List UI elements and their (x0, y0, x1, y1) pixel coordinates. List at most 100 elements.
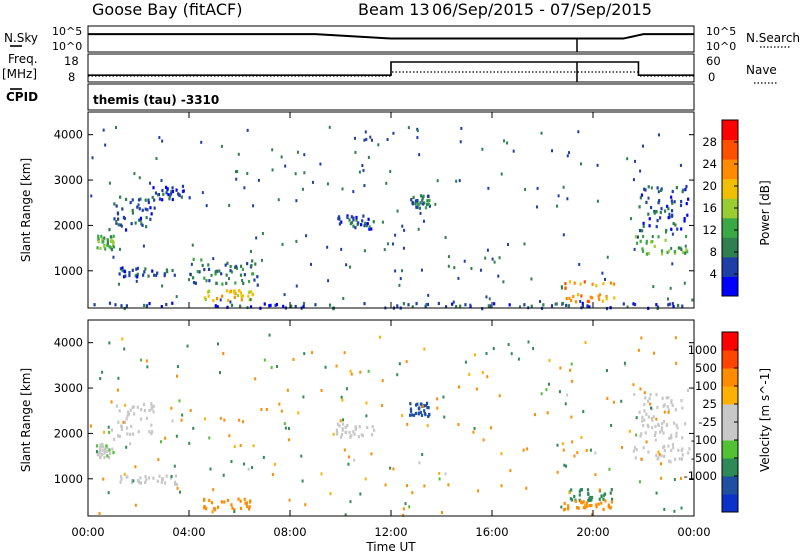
power-cell (189, 272, 192, 276)
velocity-cell (649, 402, 652, 406)
velocity-cell (338, 424, 341, 428)
cpid-strip (87, 83, 695, 111)
power-cell (670, 209, 674, 213)
velocity-cell (642, 446, 645, 450)
power-cell (633, 247, 636, 251)
power-cell (671, 232, 674, 236)
power-cell (657, 133, 660, 137)
xtick-label: 04:00 (172, 525, 205, 539)
power-cell (652, 285, 655, 289)
power-cell (671, 201, 674, 205)
velocity-cell (222, 473, 225, 477)
power-cell (192, 257, 195, 261)
velocity-cell (587, 492, 590, 497)
velocity-cell (548, 359, 551, 363)
power-cell (657, 190, 660, 194)
velocity-cell (213, 506, 216, 511)
power-cell (354, 150, 357, 154)
power-cell (670, 246, 673, 250)
power-cell (135, 267, 138, 271)
power-cell (220, 144, 223, 148)
power-cell (340, 220, 343, 224)
velocity-cell (584, 503, 587, 507)
power-cell (444, 305, 448, 309)
power-cell (234, 291, 237, 296)
power-cell (418, 206, 422, 210)
power-cell (642, 221, 645, 225)
power-cell (366, 222, 369, 226)
velocity-cell (123, 472, 126, 476)
power-cell (506, 141, 509, 145)
power-cell (138, 218, 141, 222)
velocity-cell (237, 497, 240, 501)
velocity-cell (151, 430, 154, 434)
power-cell (412, 195, 415, 200)
velocity-cell (252, 444, 255, 448)
power-cell (163, 272, 166, 276)
power-cell (153, 206, 156, 210)
velocity-cell (171, 419, 174, 423)
velocity-cell (409, 409, 413, 413)
power-cell (221, 294, 224, 298)
velocity-cell (591, 513, 594, 517)
velocity-cell (340, 395, 343, 399)
power-cell (394, 233, 397, 237)
power-cell (226, 261, 229, 265)
power-cell (671, 213, 674, 217)
power-cell (645, 252, 649, 256)
velocity-cell (632, 449, 636, 453)
velocity-cell (598, 488, 601, 492)
power-cell (295, 284, 298, 288)
velocity-cell (126, 410, 130, 414)
power-cell (96, 246, 99, 250)
power-cell (332, 307, 335, 311)
power-cell (424, 206, 428, 210)
power-cell (139, 197, 142, 201)
power-cell (163, 274, 166, 278)
power-cell (657, 235, 660, 239)
power-cell (369, 135, 372, 139)
velocity-cell (120, 477, 123, 481)
velocity-cell (595, 505, 598, 509)
velocity-cell (408, 505, 411, 509)
power-colorbar-swatch (722, 120, 738, 141)
velocity-cell (188, 441, 191, 445)
power-cell (207, 263, 210, 267)
velocity-cell (673, 478, 676, 482)
power-cell (138, 207, 141, 211)
velocity-cell (468, 372, 471, 376)
power-cell (235, 264, 238, 268)
power-cell (158, 136, 161, 140)
velocity-cell (115, 404, 119, 408)
velocity-cell (633, 392, 636, 396)
velocity-cell (570, 488, 573, 492)
velocity-cell (680, 457, 684, 461)
power-cell (152, 186, 155, 190)
power-cell (402, 246, 405, 250)
power-cell (249, 305, 253, 309)
velocity-cell (270, 366, 273, 370)
power-cell (386, 242, 389, 246)
power-cell (144, 207, 147, 211)
velocity-cell (666, 422, 669, 427)
power-cell (150, 212, 153, 216)
velocity-cell (423, 404, 426, 408)
power-cell (271, 148, 274, 152)
power-cell (190, 262, 193, 266)
velocity-cell (489, 426, 492, 430)
power-cell (263, 302, 266, 306)
power-cell (386, 138, 389, 142)
velocity-cell (655, 417, 658, 421)
velocity-cell (230, 460, 233, 464)
power-cell (260, 258, 263, 262)
velocity-cell (670, 448, 673, 452)
velocity-cell (653, 351, 656, 355)
power-cell (661, 252, 664, 256)
velocity-cell (585, 448, 588, 452)
velocity-cell (246, 504, 249, 509)
velocity-cell (239, 444, 242, 448)
power-cell (101, 240, 104, 244)
velocity-cell (597, 502, 600, 506)
power-cell (169, 194, 172, 198)
velocity-cell (655, 453, 658, 457)
